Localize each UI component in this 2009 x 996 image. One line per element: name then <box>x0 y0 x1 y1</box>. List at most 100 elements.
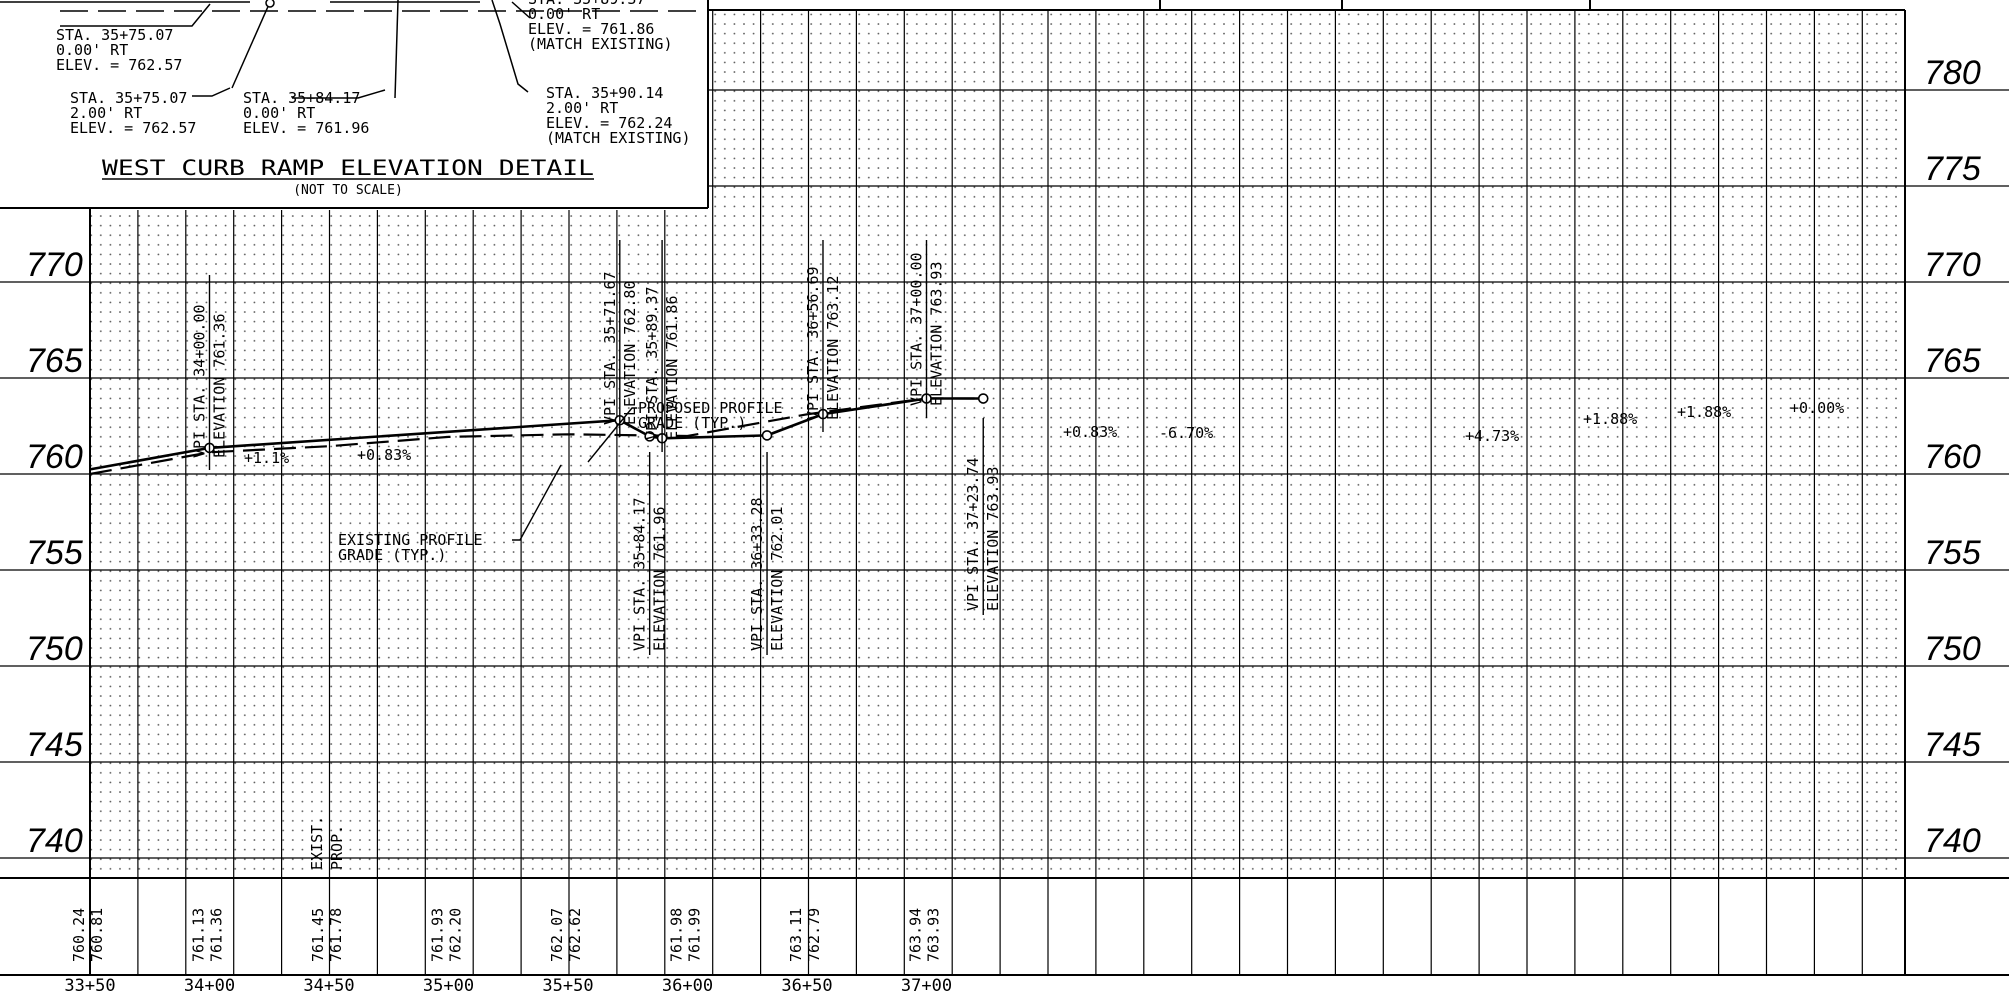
prop-row-title: PROP. <box>328 825 346 870</box>
station-label: 33+50 <box>64 976 115 992</box>
right-elevation-label: 745 <box>1924 726 1981 764</box>
station-label: 36+00 <box>662 976 713 992</box>
existing-elevation-value: 763.94 <box>907 908 925 962</box>
profile-notes: PROPOSED PROFILE GRADE (TYP.) EXISTING P… <box>338 399 783 564</box>
existing-elevation-value: 763.11 <box>787 908 805 962</box>
existing-elevation-value: 760.24 <box>70 908 88 962</box>
left-elevation-label: 770 <box>26 246 83 284</box>
right-elevation-label: 775 <box>1924 150 1981 188</box>
left-elevation-label: 740 <box>26 822 83 860</box>
detail-callout-line: STA. 35+89.37 <box>528 0 645 8</box>
left-elevation-label: 755 <box>26 534 83 572</box>
right-elevation-label: 740 <box>1924 822 1981 860</box>
left-elevation-label: 750 <box>26 630 83 668</box>
existing-note: GRADE (TYP.) <box>338 546 446 564</box>
detail-callout-line: STA. 35+84.17 <box>243 89 360 107</box>
upper-grid-dots <box>708 10 1905 210</box>
vpi-elevation-label: ELEVATION 762.80 <box>621 281 639 426</box>
proposed-elevation-value: 762.20 <box>447 908 465 962</box>
vpi-station-label: VPI STA. 37+23.74 <box>964 457 982 611</box>
proposed-elevation-value: 760.81 <box>88 908 106 962</box>
detail-callout-line: (MATCH EXISTING) <box>546 129 691 147</box>
grade-label: +1.88% <box>1583 410 1637 428</box>
left-elevation-label: 765 <box>26 342 83 380</box>
station-label: 37+00 <box>901 976 952 992</box>
right-elevation-label: 750 <box>1924 630 1981 668</box>
station-label: 34+00 <box>184 976 235 992</box>
vpi-station-label: VPI STA. 35+89.37 <box>643 286 661 440</box>
vpi-elevation-label: ELEVATION 763.93 <box>928 262 946 407</box>
grade-label: -6.70% <box>1159 424 1213 442</box>
existing-note: EXISTING PROFILE <box>338 531 483 549</box>
vpi-elevation-label: ELEVATION 763.12 <box>824 276 842 421</box>
detail-callout-line: ELEV. = 761.86 <box>528 20 654 38</box>
grade-label: +4.73% <box>1465 427 1519 445</box>
proposed-elevation-value: 762.62 <box>566 908 584 962</box>
existing-profile-line <box>89 397 984 476</box>
detail-callout-line: STA. 35+75.07 <box>70 89 187 107</box>
vpi-markers <box>204 393 989 454</box>
station-labels: 33+50 34+00 34+50 35+00 35+50 36+00 36+50 37+00 <box>64 976 952 996</box>
right-elevation-label: 755 <box>1924 534 1981 572</box>
existing-elevation-value: 761.98 <box>668 908 686 962</box>
grade-label: +1.88% <box>1677 403 1731 421</box>
grade-label: +1.1% <box>244 449 289 467</box>
left-elevation-label: 745 <box>26 726 83 764</box>
existing-elevation-value: 761.93 <box>429 908 447 962</box>
proposed-note: PROPOSED PROFILE <box>638 399 783 417</box>
detail-callout-line: STA. 35+75.07 <box>56 26 173 44</box>
right-elevation-label: 770 <box>1924 246 1981 284</box>
vpi-marker <box>977 393 989 404</box>
proposed-elevation-value: 761.99 <box>686 908 704 962</box>
proposed-elevation-value: 763.93 <box>925 908 943 962</box>
detail-callout-line: 2.00' RT <box>546 99 618 117</box>
vpi-station-label: VPI STA. 34+00.00 <box>191 304 209 458</box>
vpi-elevation-label: ELEVATION 761.86 <box>663 296 681 441</box>
station-label: 34+50 <box>303 976 354 992</box>
right-elevation-labels: 780 775 770 765 760 755 750 745 740 <box>1924 54 1981 860</box>
grid-lines <box>0 10 2009 975</box>
vpi-elevation-label: ELEVATION 761.36 <box>211 314 229 459</box>
existing-elevation-value: 761.13 <box>190 908 208 962</box>
detail-callout-line: 0.00' RT <box>56 41 128 59</box>
frame <box>0 0 2009 976</box>
grade-label: +0.00% <box>1790 399 1844 417</box>
existing-elevation-value: 762.07 <box>548 908 566 962</box>
proposed-elevation-value: 762.79 <box>805 908 823 962</box>
vpi-station-label: VPI STA. 36+56.69 <box>804 266 822 420</box>
detail-callout-line: ELEV. = 761.96 <box>243 119 369 137</box>
detail-callout-line: (MATCH EXISTING) <box>528 35 673 53</box>
vpi-labels: VPI STA. 34+00.00 ELEVATION 761.36 VPI STA… <box>191 240 1002 655</box>
detail-callout-line: STA. 35+90.14 <box>546 84 663 102</box>
vpi-elevation-label: ELEVATION 763.93 <box>984 467 1002 612</box>
detail-linework <box>0 0 700 99</box>
proposed-elevation-value: 761.36 <box>208 908 226 962</box>
detail-callout-line: ELEV. = 762.57 <box>70 119 196 137</box>
detail-title: WEST CURB RAMP ELEVATION DETAIL <box>102 156 594 180</box>
vpi-station-label: VPI STA. 35+71.67 <box>601 271 619 425</box>
detail-callout-line: 2.00' RT <box>70 104 142 122</box>
left-elevation-label: 760 <box>26 438 83 476</box>
main-grid-dots <box>90 210 1905 878</box>
detail-callout-line: ELEV. = 762.24 <box>546 114 672 132</box>
left-elevation-labels: 770 765 760 755 750 745 740 <box>26 246 83 860</box>
grade-label: +0.83% <box>357 446 411 464</box>
station-label: 35+50 <box>542 976 593 992</box>
vpi-marker <box>644 431 655 442</box>
vpi-elevation-label: ELEVATION 761.96 <box>651 507 669 652</box>
detail-callout-line: 0.00' RT <box>243 104 315 122</box>
row-titles: EXIST. PROP. <box>308 816 346 870</box>
exist-row-title: EXIST. <box>308 816 326 870</box>
vpi-station-label: VPI STA. 36+33.28 <box>748 497 766 651</box>
grade-labels: +1.1% +0.83% +0.83% -6.70% +4.73% +1.88%… <box>244 399 1844 467</box>
proposed-elevation-value: 761.78 <box>327 908 345 962</box>
right-elevation-label: 765 <box>1924 342 1981 380</box>
station-label: 35+00 <box>423 976 474 992</box>
right-elevation-label: 760 <box>1924 438 1981 476</box>
detail-callout-line: 0.00' RT <box>528 5 600 23</box>
grade-label: +0.83% <box>1063 423 1117 441</box>
detail-subtitle: (NOT TO SCALE) <box>293 183 403 198</box>
